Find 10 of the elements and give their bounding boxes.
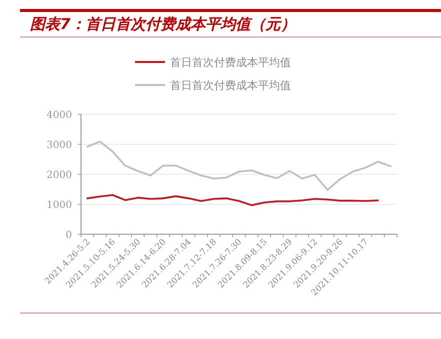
y-tick-label: 0 [66,230,72,241]
legend-label: 首日首次付费成本平均值 [170,79,291,92]
y-tick-label: 1000 [46,200,72,211]
line-series [86,194,379,206]
line-series [86,140,392,191]
legend-label: 首日首次付费成本平均值 [170,56,291,69]
y-tick-label: 3000 [46,140,72,151]
y-tick-label: 2000 [46,170,72,181]
y-tick-label: 4000 [46,110,72,121]
chart-title: 图表7：首日首次付费成本平均值（元） [30,15,296,33]
